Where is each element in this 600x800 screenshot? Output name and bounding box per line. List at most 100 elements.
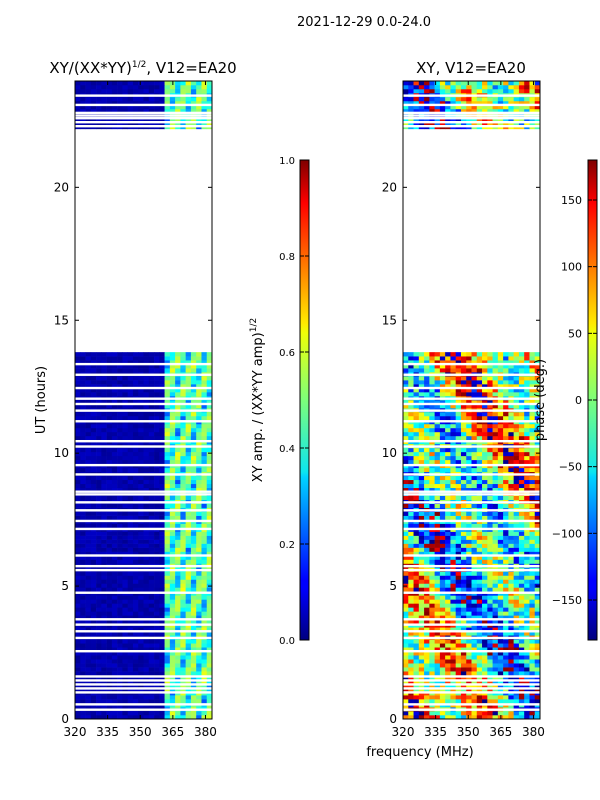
- heatmap-cell: [127, 543, 134, 548]
- heatmap-cell: [101, 599, 107, 604]
- heatmap-cell: [424, 587, 430, 592]
- heatmap-cell: [180, 447, 186, 453]
- heatmap-cell: [75, 643, 81, 648]
- heatmap-cell: [175, 81, 181, 86]
- heatmap-cell: [117, 352, 123, 357]
- heatmap-cell: [154, 619, 160, 624]
- heatmap-cell: [524, 475, 530, 481]
- heatmap-cell: [487, 539, 493, 544]
- heatmap-cell: [471, 451, 478, 457]
- heatmap-cell: [122, 403, 128, 409]
- heatmap-cell: [429, 651, 435, 656]
- heatmap-cell: [96, 475, 102, 481]
- heatmap-cell: [175, 627, 181, 632]
- heatmap-cell: [185, 364, 192, 369]
- heatmap-cell: [487, 715, 493, 720]
- heatmap-cell: [413, 487, 420, 493]
- heatmap-cell: [148, 551, 155, 556]
- heatmap-cell: [154, 647, 160, 652]
- heatmap-cell: [424, 619, 430, 624]
- heatmap-cell: [154, 81, 160, 86]
- heatmap-cell: [445, 583, 451, 588]
- heatmap-cell: [534, 695, 541, 700]
- heatmap-cell: [154, 403, 160, 409]
- heatmap-cell: [85, 388, 92, 393]
- missing-data-gap: [75, 402, 212, 406]
- heatmap-cell: [169, 615, 176, 620]
- heatmap-cell: [482, 559, 488, 564]
- heatmap-cell: [492, 400, 499, 405]
- heatmap-cell: [403, 515, 409, 520]
- heatmap-cell: [487, 435, 493, 441]
- heatmap-cell: [518, 495, 525, 500]
- heatmap-cell: [518, 595, 525, 600]
- heatmap-cell: [106, 84, 113, 90]
- heatmap-cell: [75, 531, 81, 536]
- heatmap-cell: [148, 364, 155, 369]
- heatmap-cell: [508, 663, 514, 668]
- heatmap-cell: [101, 104, 107, 110]
- heatmap-cell: [190, 535, 197, 540]
- heatmap-cell: [450, 475, 456, 481]
- heatmap-cell: [80, 100, 86, 106]
- heatmap-cell: [127, 356, 134, 361]
- heatmap-cell: [450, 619, 456, 624]
- heatmap-cell: [418, 539, 425, 544]
- heatmap-cell: [429, 467, 435, 473]
- heatmap-cell: [403, 667, 409, 672]
- heatmap-cell: [75, 535, 81, 540]
- heatmap-cell: [132, 523, 139, 528]
- heatmap-cell: [206, 475, 213, 481]
- heatmap-cell: [154, 639, 160, 644]
- heatmap-cell: [206, 607, 213, 612]
- heatmap-cell: [117, 84, 123, 90]
- heatmap-cell: [117, 100, 123, 106]
- heatmap-cell: [101, 415, 107, 421]
- heatmap-cell: [164, 423, 171, 429]
- heatmap-cell: [132, 423, 139, 429]
- heatmap-cell: [122, 84, 128, 90]
- heatmap-cell: [413, 555, 420, 560]
- heatmap-cell: [529, 651, 536, 656]
- heatmap-cell: [96, 423, 102, 429]
- heatmap-cell: [169, 84, 176, 90]
- heatmap-cell: [185, 451, 192, 457]
- heatmap-cell: [85, 423, 92, 429]
- heatmap-cell: [201, 539, 208, 544]
- heatmap-cell: [122, 100, 128, 106]
- heatmap-cell: [106, 384, 113, 389]
- heatmap-cell: [206, 539, 213, 544]
- heatmap-cell: [106, 475, 113, 481]
- heatmap-cell: [492, 392, 499, 397]
- heatmap-cell: [132, 559, 139, 564]
- heatmap-cell: [111, 551, 118, 556]
- heatmap-cell: [476, 535, 483, 540]
- heatmap-cell: [138, 447, 144, 453]
- heatmap-cell: [143, 415, 150, 421]
- heatmap-cell: [138, 643, 144, 648]
- heatmap-cell: [492, 451, 499, 457]
- heatmap-cell: [154, 388, 160, 393]
- heatmap-cell: [503, 583, 509, 588]
- heatmap-cell: [190, 551, 197, 556]
- heatmap-cell: [96, 663, 102, 668]
- heatmap-cell: [132, 435, 139, 441]
- heatmap-cell: [148, 595, 155, 600]
- heatmap-cell: [497, 699, 504, 704]
- heatmap-cell: [455, 699, 462, 704]
- heatmap-cell: [143, 667, 150, 672]
- heatmap-cell: [111, 455, 118, 461]
- heatmap-cell: [450, 451, 456, 457]
- heatmap-cell: [466, 547, 472, 552]
- heatmap-cell: [80, 81, 86, 86]
- heatmap-cell: [148, 459, 155, 465]
- heatmap-cell: [132, 515, 139, 520]
- heatmap-cell: [476, 579, 483, 584]
- heatmap-cell: [492, 699, 499, 704]
- heatmap-cell: [75, 651, 81, 656]
- missing-data-gap: [75, 650, 212, 653]
- heatmap-cell: [169, 403, 176, 409]
- heatmap-cell: [497, 423, 504, 429]
- heatmap-cell: [482, 392, 488, 397]
- heatmap-cell: [492, 503, 499, 508]
